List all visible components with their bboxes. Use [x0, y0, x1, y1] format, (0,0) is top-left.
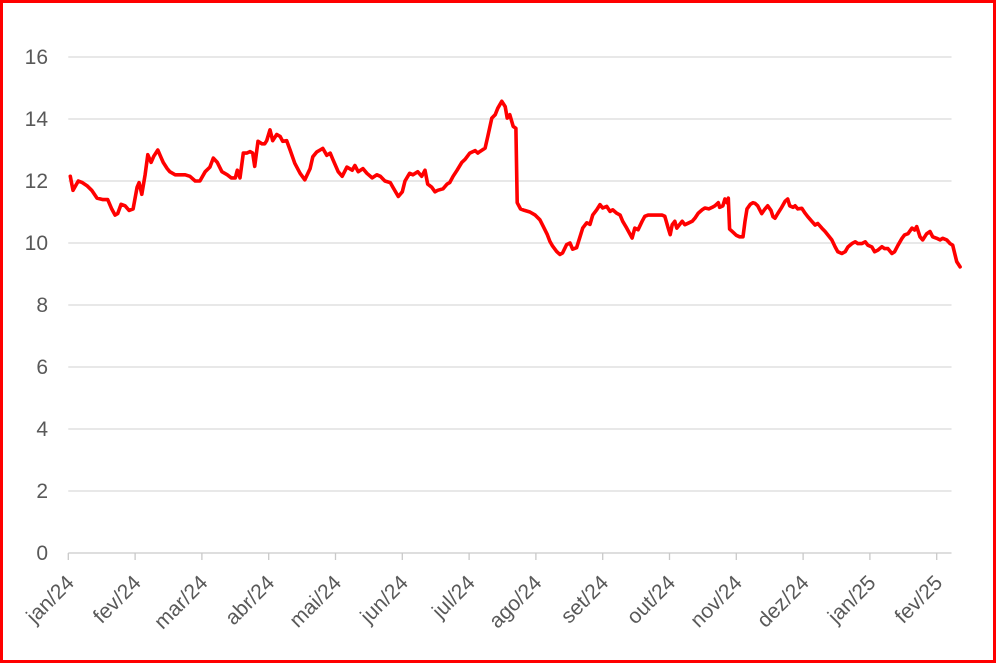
x-axis-tick-label: mar/24	[150, 571, 213, 634]
y-axis-tick-label: 16	[25, 46, 48, 69]
x-axis-tick-label: abr/24	[221, 571, 280, 630]
x-axis-tick-label: nov/24	[686, 571, 747, 632]
x-axis-tick-label: fev/25	[891, 571, 948, 628]
x-axis-tick-label: jan/24	[21, 571, 79, 629]
x-axis-tick-label: jan/25	[823, 571, 880, 628]
x-axis-tick-label: fev/24	[89, 571, 146, 628]
y-axis-tick-label: 6	[36, 356, 48, 379]
y-axis-tick-label: 14	[25, 108, 49, 131]
y-axis-tick-label: 12	[25, 170, 48, 193]
x-axis-tick-label: ago/24	[485, 571, 547, 633]
x-axis-tick-label: set/24	[557, 571, 614, 628]
series-line	[68, 99, 962, 269]
x-axis-tick-label: dez/24	[753, 571, 814, 632]
x-axis-tick-label: jul/24	[427, 571, 480, 624]
y-axis-tick-label: 4	[36, 418, 48, 441]
y-axis-tick-label: 0	[36, 542, 48, 565]
y-axis-tick-label: 10	[25, 232, 48, 255]
y-axis-tick-label: 2	[36, 480, 48, 503]
x-axis-tick-label: mai/24	[285, 571, 346, 632]
y-axis-tick-label: 8	[36, 294, 48, 317]
x-axis-tick-label: jun/24	[355, 571, 413, 629]
x-axis-tick-label: out/24	[622, 571, 680, 629]
